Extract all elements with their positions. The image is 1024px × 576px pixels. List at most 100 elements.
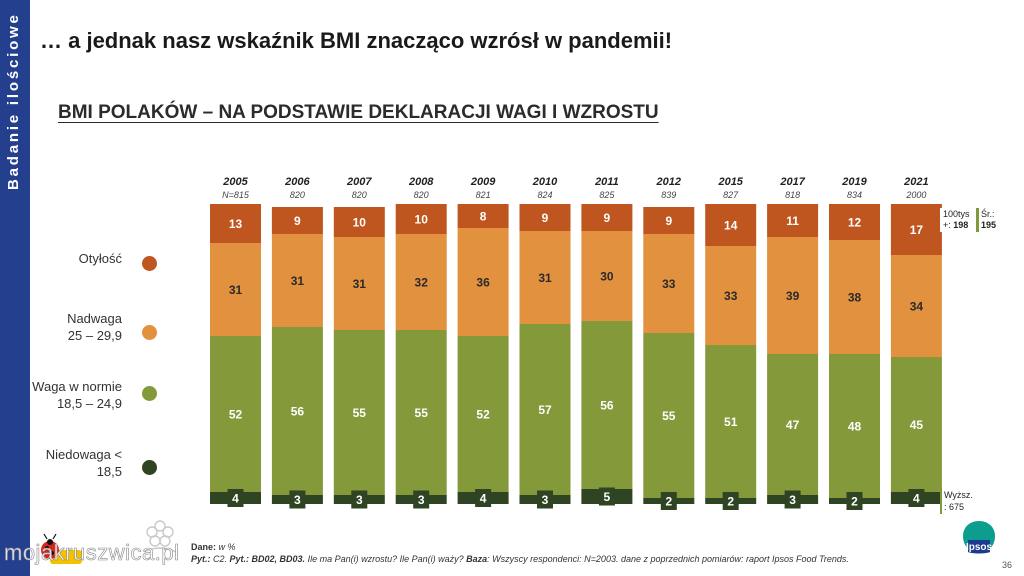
data-label-box-under <box>908 489 925 507</box>
source-q-text: C2. <box>210 554 230 564</box>
bar-segment-overweight <box>519 231 571 324</box>
bar-segment-overweight <box>581 231 633 321</box>
note-100k-prefix: +: <box>943 220 954 230</box>
note-higher-line-2: : 675 <box>944 502 965 512</box>
data-label-normal: 55 <box>415 406 429 420</box>
page-number: 36 <box>1001 560 1012 570</box>
bar-segment-normal <box>457 336 509 492</box>
data-label-obese: 14 <box>724 219 738 233</box>
data-label-normal: 47 <box>786 418 800 432</box>
year-label: 2017 <box>779 176 805 188</box>
bar-segment-normal <box>271 327 323 495</box>
data-label-overweight: 34 <box>910 300 924 314</box>
data-label-box-under <box>846 492 863 510</box>
data-label-under: 4 <box>913 492 920 506</box>
data-label-overweight: 33 <box>662 277 676 291</box>
bar-segment-obese <box>890 204 942 255</box>
watermark: mojakruszwica.pl <box>4 540 180 566</box>
year-label: 2008 <box>408 176 434 188</box>
page-title: … a jednak nasz wskaźnik BMI znacząco wz… <box>40 28 673 53</box>
bar-segment-obese <box>395 204 447 234</box>
bar-segment-normal <box>333 330 385 495</box>
data-label-normal: 51 <box>724 415 738 429</box>
bar-segment-obese <box>581 204 633 231</box>
legend-label-obese: Otyłość <box>40 250 122 267</box>
bar-segment-obese <box>643 207 695 234</box>
bar-segment-normal <box>643 333 695 498</box>
data-label-normal: 52 <box>476 408 490 422</box>
year-label: 2012 <box>656 176 681 188</box>
legend-dot-normal <box>142 386 157 401</box>
source-base-text: : Wszyscy respondenci: N=2003. dane z po… <box>487 554 849 564</box>
year-label: 2010 <box>532 176 558 188</box>
sample-size-label: 834 <box>847 190 862 200</box>
data-label-under: 5 <box>604 490 611 504</box>
data-label-obese: 10 <box>353 216 367 230</box>
bar-segment-overweight <box>829 240 880 354</box>
data-label-box-under <box>475 489 492 507</box>
bar-segment-overweight <box>643 234 695 333</box>
bar-segment-normal <box>519 324 571 495</box>
bar-segment-normal <box>395 330 447 495</box>
data-label-under: 3 <box>542 493 549 507</box>
legend-normal-line-1: Waga w normie <box>32 379 122 394</box>
data-label-box-under <box>289 490 306 509</box>
year-label: 2006 <box>284 176 310 188</box>
sample-size-label: 839 <box>661 190 676 200</box>
source-q-text-2: Ile ma Pan(i) wzrostu? Ile Pan(i) waży? <box>305 554 467 564</box>
data-label-overweight: 31 <box>353 277 367 291</box>
data-label-overweight: 36 <box>476 276 490 290</box>
source-line-2: Pyt.: C2. Pyt.: BD02, BD03. Ile ma Pan(i… <box>191 553 849 565</box>
legend-normal-line-2: 18,5 – 24,9 <box>56 396 122 411</box>
source-q-label: Pyt.: <box>191 554 211 564</box>
ladybug-stamp-icon <box>41 533 82 564</box>
data-label-normal: 45 <box>910 418 924 432</box>
bar-segment-obese <box>210 204 261 243</box>
data-label-box-under <box>351 490 368 509</box>
bar-segment-obese <box>333 207 385 237</box>
data-label-under: 2 <box>665 495 672 509</box>
note-100k-line-2: +: 198 <box>943 220 977 231</box>
data-label-under: 3 <box>789 493 796 507</box>
data-label-overweight: 32 <box>415 276 429 290</box>
bar-segment-obese <box>519 204 571 231</box>
data-label-box-under <box>227 489 244 507</box>
year-label: 2019 <box>841 176 867 188</box>
chart-title: BMI POLAKÓW – NA PODSTAWIE DEKLARACJI WA… <box>58 102 659 123</box>
sample-size-label: 818 <box>785 190 800 200</box>
source-q-label-2: Pyt.: BD02, BD03. <box>229 554 306 564</box>
note-100k-line-1: 100tys <box>943 209 970 219</box>
sample-size-label: 821 <box>476 190 491 200</box>
legend-dot-overweight <box>142 325 157 340</box>
legend-dot-under <box>142 460 157 475</box>
sample-size-label: 825 <box>599 190 615 200</box>
legend-overweight-line-2: 25 – 29,9 <box>67 328 122 343</box>
data-label-obese: 8 <box>480 210 487 224</box>
bar-segment-obese <box>457 204 509 228</box>
note-average-value: 195 <box>981 220 997 230</box>
data-label-obese: 17 <box>910 223 924 237</box>
data-label-obese: 13 <box>229 217 243 231</box>
bar-segment-normal <box>705 345 757 498</box>
data-label-overweight: 31 <box>291 274 305 288</box>
year-label: 2007 <box>346 176 372 188</box>
source-data-label: Dane: <box>191 542 217 552</box>
bar-segment-overweight <box>890 255 942 357</box>
data-label-normal: 55 <box>353 406 367 420</box>
data-label-normal: 56 <box>600 399 614 413</box>
note-average-line-1: Śr.: <box>981 209 995 219</box>
source-base-label: Baza <box>466 554 488 564</box>
legend-under-line-1: Niedowaga < <box>45 447 122 462</box>
bar-segment-normal <box>890 357 942 492</box>
note-higher-education: Wyższ. : 675 <box>940 488 980 514</box>
bar-segment-obese <box>767 204 819 237</box>
data-label-normal: 56 <box>291 405 305 419</box>
legend-obese-line-1: Otyłość <box>78 251 122 266</box>
sample-size-label: 824 <box>537 190 552 200</box>
data-label-under: 4 <box>232 492 239 506</box>
sidebar-band: Badanie ilościowe <box>0 0 30 576</box>
bar-segment-normal <box>829 354 880 498</box>
data-label-normal: 48 <box>848 420 862 434</box>
data-label-under: 3 <box>356 493 363 507</box>
